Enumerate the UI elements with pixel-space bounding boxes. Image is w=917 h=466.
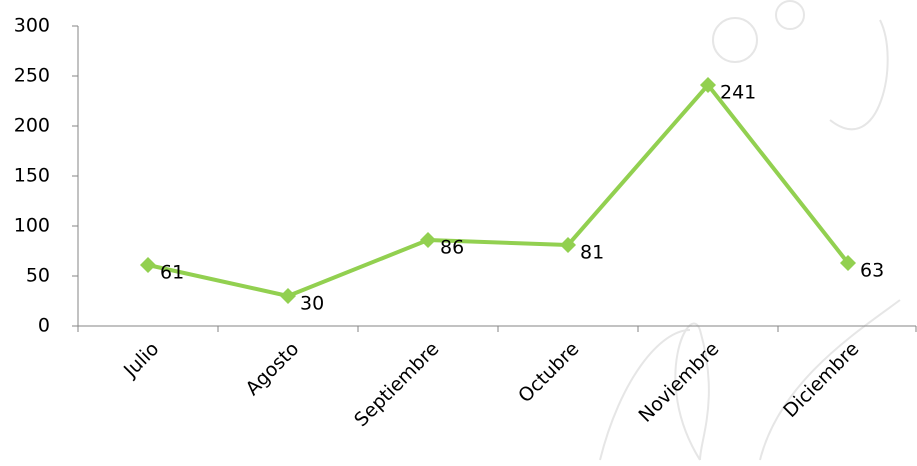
background-decoration — [599, 0, 901, 461]
data-label: 63 — [860, 260, 884, 282]
data-label: 30 — [300, 293, 324, 315]
data-label: 241 — [720, 82, 756, 104]
y-tick-label: 300 — [14, 15, 50, 37]
data-point — [140, 257, 156, 273]
x-tick-label: Octubre — [514, 338, 583, 407]
x-tick-label: Agosto — [241, 338, 303, 400]
y-tick-label: 0 — [38, 315, 50, 337]
data-label: 81 — [580, 242, 604, 264]
data-point — [840, 255, 856, 271]
data-line — [147, 83, 850, 298]
y-tick-label: 200 — [14, 115, 50, 137]
data-label: 86 — [440, 237, 464, 259]
y-tick-label: 150 — [14, 165, 50, 187]
data-point — [700, 77, 716, 93]
x-tick-label: Diciembre — [779, 338, 863, 422]
data-point — [560, 237, 576, 253]
y-tick-label: 250 — [14, 65, 50, 87]
data-label: 61 — [160, 262, 184, 284]
y-tick-label: 100 — [14, 215, 50, 237]
y-tick-label: 50 — [26, 265, 50, 287]
x-tick-label: Septiembre — [350, 338, 443, 431]
data-point — [280, 288, 296, 304]
data-point — [420, 232, 436, 248]
x-tick-label: Julio — [119, 338, 163, 382]
